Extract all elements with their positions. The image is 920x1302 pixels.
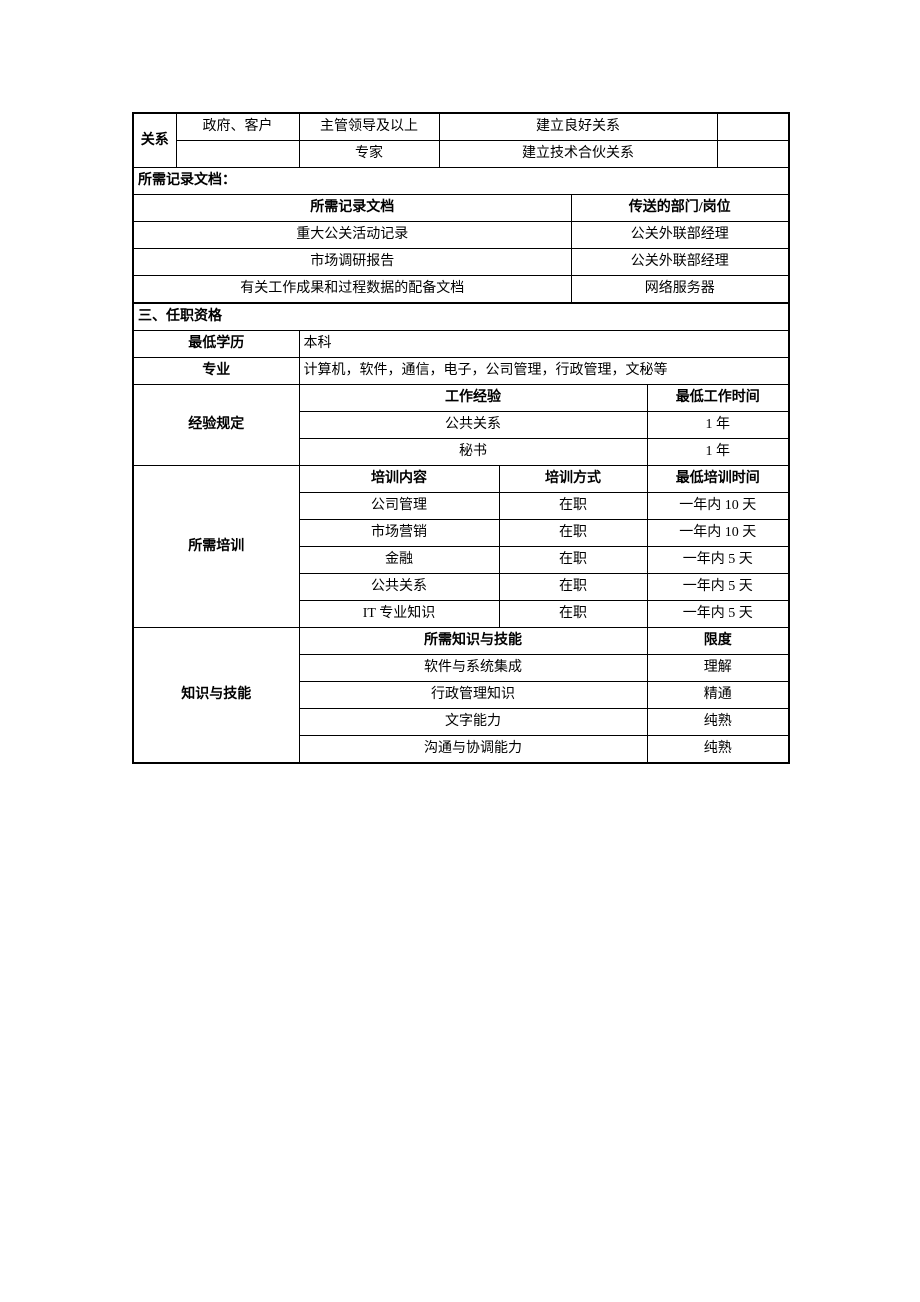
skill-skill-2: 文字能力 [299, 709, 647, 736]
docs-col-doc: 所需记录文档 [133, 195, 571, 222]
docs-col-dept: 传送的部门/岗位 [571, 195, 789, 222]
skill-skill-0: 软件与系统集成 [299, 655, 647, 682]
relation-extra-1 [717, 141, 789, 168]
major-row: 专业 计算机，软件，通信，电子，公司管理，行政管理，文秘等 [133, 358, 789, 385]
docs-doc-0: 重大公关活动记录 [133, 222, 571, 249]
skill-header-row: 知识与技能 所需知识与技能 限度 [133, 628, 789, 655]
docs-header: 所需记录文档： [133, 168, 789, 195]
docs-cols-row: 所需记录文档 传送的部门/岗位 [133, 195, 789, 222]
relation-level-1: 专家 [299, 141, 439, 168]
exp-exp-0: 公共关系 [299, 412, 647, 439]
train-content-0: 公司管理 [299, 493, 499, 520]
relation-label: 关系 [133, 113, 176, 168]
edu-label: 最低学历 [133, 331, 299, 358]
docs-dept-0: 公关外联部经理 [571, 222, 789, 249]
exp-col-exp: 工作经验 [299, 385, 647, 412]
major-label: 专业 [133, 358, 299, 385]
skill-col-skill: 所需知识与技能 [299, 628, 647, 655]
skill-level-3: 纯熟 [647, 736, 789, 764]
train-content-4: IT 专业知识 [299, 601, 499, 628]
train-min-1: 一年内 10 天 [647, 520, 789, 547]
train-min-0: 一年内 10 天 [647, 493, 789, 520]
skill-level-2: 纯熟 [647, 709, 789, 736]
spec-table: 关系 政府、客户 主管领导及以上 建立良好关系 专家 建立技术合伙关系 所需记录… [132, 112, 790, 764]
docs-row-1: 市场调研报告 公关外联部经理 [133, 249, 789, 276]
docs-row-0: 重大公关活动记录 公关外联部经理 [133, 222, 789, 249]
docs-doc-1: 市场调研报告 [133, 249, 571, 276]
docs-doc-2: 有关工作成果和过程数据的配备文档 [133, 276, 571, 304]
train-header-row: 所需培训 培训内容 培训方式 最低培训时间 [133, 466, 789, 493]
exp-header-row: 经验规定 工作经验 最低工作时间 [133, 385, 789, 412]
relation-who-0: 政府、客户 [176, 113, 299, 141]
docs-header-row: 所需记录文档： [133, 168, 789, 195]
train-col-mode: 培训方式 [499, 466, 647, 493]
relation-goal-1: 建立技术合伙关系 [439, 141, 717, 168]
skill-col-level: 限度 [647, 628, 789, 655]
train-content-3: 公共关系 [299, 574, 499, 601]
section3-title: 三、任职资格 [133, 303, 789, 331]
exp-label: 经验规定 [133, 385, 299, 466]
page-container: 关系 政府、客户 主管领导及以上 建立良好关系 专家 建立技术合伙关系 所需记录… [0, 0, 920, 1302]
skill-skill-3: 沟通与协调能力 [299, 736, 647, 764]
skill-level-1: 精通 [647, 682, 789, 709]
skill-skill-1: 行政管理知识 [299, 682, 647, 709]
relation-row-1: 专家 建立技术合伙关系 [133, 141, 789, 168]
docs-dept-1: 公关外联部经理 [571, 249, 789, 276]
section3-row: 三、任职资格 [133, 303, 789, 331]
train-col-content: 培训内容 [299, 466, 499, 493]
train-mode-4: 在职 [499, 601, 647, 628]
train-min-2: 一年内 5 天 [647, 547, 789, 574]
exp-min-0: 1 年 [647, 412, 789, 439]
exp-min-1: 1 年 [647, 439, 789, 466]
edu-value: 本科 [299, 331, 789, 358]
exp-exp-1: 秘书 [299, 439, 647, 466]
relation-goal-0: 建立良好关系 [439, 113, 717, 141]
train-label: 所需培训 [133, 466, 299, 628]
skill-level-0: 理解 [647, 655, 789, 682]
train-col-min: 最低培训时间 [647, 466, 789, 493]
train-min-4: 一年内 5 天 [647, 601, 789, 628]
docs-row-2: 有关工作成果和过程数据的配备文档 网络服务器 [133, 276, 789, 304]
docs-dept-2: 网络服务器 [571, 276, 789, 304]
train-content-2: 金融 [299, 547, 499, 574]
train-mode-1: 在职 [499, 520, 647, 547]
train-mode-2: 在职 [499, 547, 647, 574]
relation-level-0: 主管领导及以上 [299, 113, 439, 141]
relation-who-1 [176, 141, 299, 168]
relation-row-0: 关系 政府、客户 主管领导及以上 建立良好关系 [133, 113, 789, 141]
edu-row: 最低学历 本科 [133, 331, 789, 358]
exp-col-min: 最低工作时间 [647, 385, 789, 412]
major-value: 计算机，软件，通信，电子，公司管理，行政管理，文秘等 [299, 358, 789, 385]
train-mode-0: 在职 [499, 493, 647, 520]
train-min-3: 一年内 5 天 [647, 574, 789, 601]
relation-extra-0 [717, 113, 789, 141]
train-mode-3: 在职 [499, 574, 647, 601]
train-content-1: 市场营销 [299, 520, 499, 547]
skill-label: 知识与技能 [133, 628, 299, 764]
